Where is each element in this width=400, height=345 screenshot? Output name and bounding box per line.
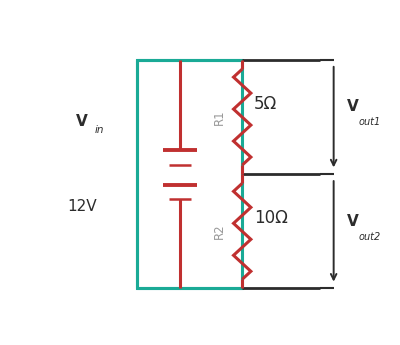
Text: in: in [95,125,104,135]
Text: 5Ω: 5Ω [254,95,277,113]
Text: $\mathbf{V}$: $\mathbf{V}$ [346,213,360,229]
Text: out1: out1 [358,117,381,127]
Text: out2: out2 [358,231,381,241]
Text: 12V: 12V [67,199,97,214]
Text: $\mathbf{V}$: $\mathbf{V}$ [75,113,88,129]
Text: R2: R2 [212,224,226,239]
Text: R1: R1 [212,109,226,125]
Bar [137,60,242,288]
Text: 10Ω: 10Ω [254,209,288,227]
Text: $\mathbf{V}$: $\mathbf{V}$ [346,98,360,115]
